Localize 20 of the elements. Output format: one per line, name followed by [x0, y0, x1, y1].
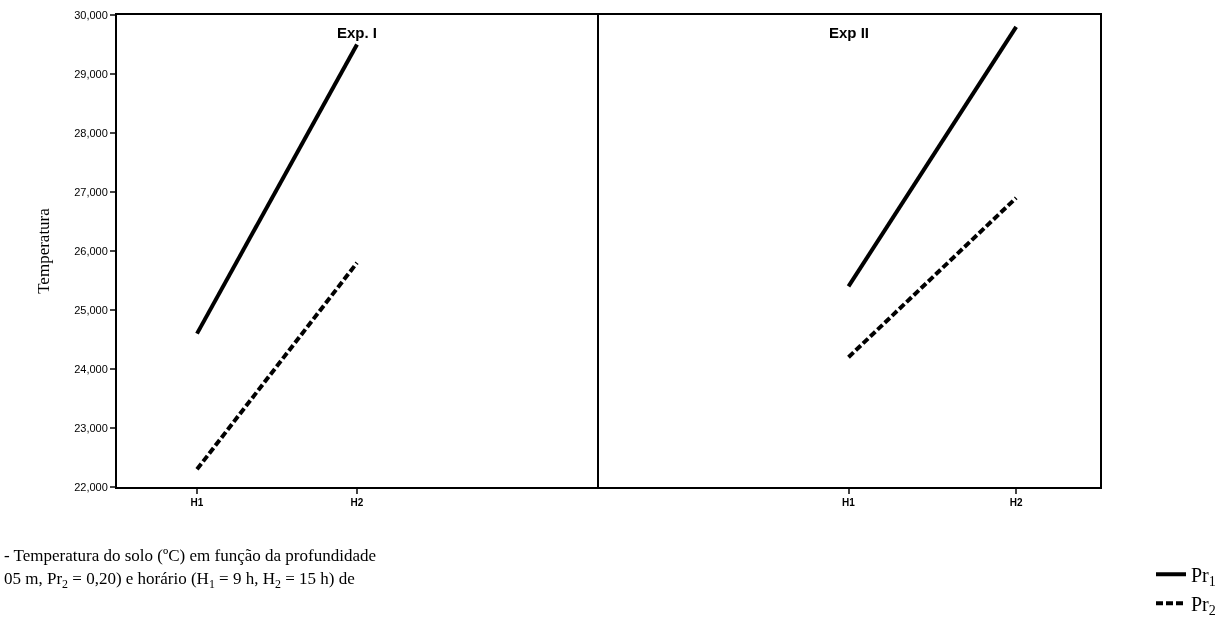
y-tick-label: 24,000	[74, 362, 108, 375]
text: 05 m, Pr$_{2}$ = 0,20) e horário (H$_{1}$ = 9 h, H$_{2}$ = 15 h) de	[4, 569, 355, 591]
x-tick-label: H1	[190, 497, 204, 508]
y-tick-label: 29,000	[74, 67, 108, 80]
text: Exp II	[829, 24, 870, 41]
y-tick-label: 28,000	[74, 126, 108, 139]
text: - Temperatura do solo (ºC) em função da profundidade	[4, 546, 376, 565]
legend-label: Pr$_{1}$	[1191, 564, 1216, 590]
y-tick-label: 25,000	[74, 303, 108, 316]
x-tick-label: H2	[1009, 497, 1023, 508]
x-tick-label: H1	[842, 497, 856, 508]
y-tick-label: 23,000	[74, 421, 108, 434]
y-tick-label: 30,000	[74, 8, 108, 21]
y-tick-label: 27,000	[74, 185, 108, 198]
y-tick-label: 22,000	[74, 480, 108, 493]
y-tick-label: 26,000	[74, 244, 108, 257]
legend-label: Pr$_{2}$	[1191, 593, 1216, 619]
text: Exp. I	[337, 24, 378, 41]
x-tick-label: H2	[350, 497, 364, 508]
y-axis-title: Temperatura	[34, 207, 54, 294]
